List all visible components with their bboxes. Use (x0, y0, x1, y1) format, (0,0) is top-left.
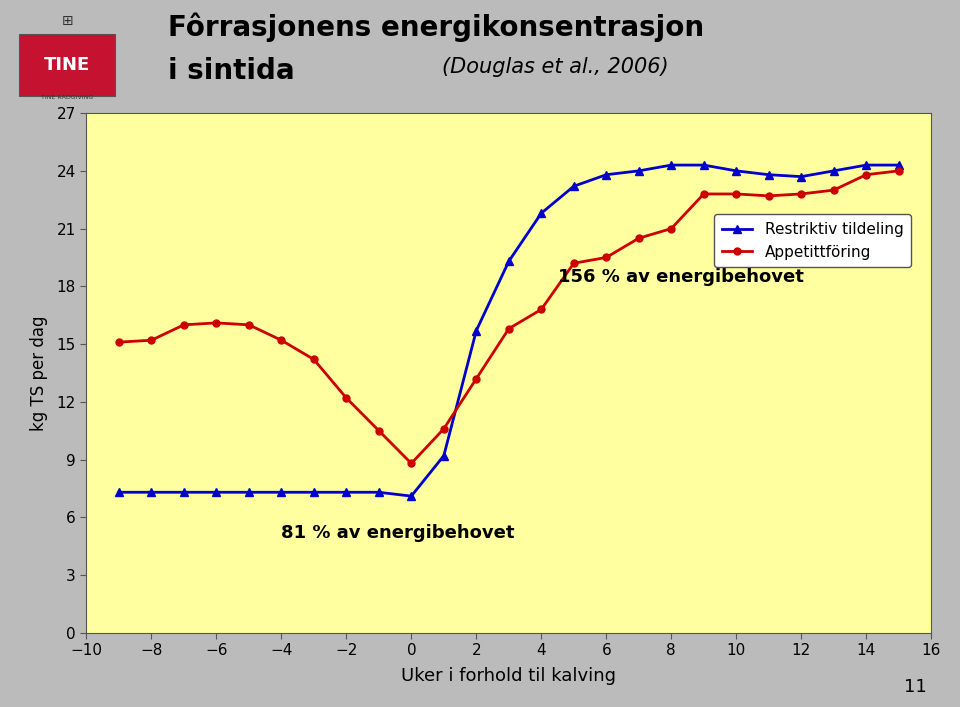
Restriktiv tildeling (568, 182, 580, 190)
Text: 156 % av energibehovet: 156 % av energibehovet (558, 268, 804, 286)
Restriktiv tildeling (470, 327, 482, 335)
Appetittföring (341, 394, 352, 402)
Appetittföring (536, 305, 547, 314)
Restriktiv tildeling (503, 257, 515, 266)
Restriktiv tildeling (373, 488, 385, 496)
Appetittföring (860, 170, 872, 179)
Appetittföring (893, 167, 904, 175)
Appetittföring (405, 459, 417, 467)
Appetittföring (796, 189, 807, 198)
Text: TINE RÅDGIVING: TINE RÅDGIVING (41, 95, 93, 100)
Appetittföring (373, 426, 385, 435)
Restriktiv tildeling (243, 488, 254, 496)
Appetittföring (210, 319, 222, 327)
Restriktiv tildeling (601, 170, 612, 179)
Restriktiv tildeling (828, 167, 839, 175)
Text: (Douglas et al., 2006): (Douglas et al., 2006) (442, 57, 668, 76)
Restriktiv tildeling (860, 161, 872, 170)
Restriktiv tildeling (763, 170, 775, 179)
Text: 81 % av energibehovet: 81 % av energibehovet (281, 524, 515, 542)
Line: Appetittföring: Appetittföring (115, 168, 902, 467)
Restriktiv tildeling (536, 209, 547, 218)
Appetittföring (308, 355, 320, 363)
Restriktiv tildeling (698, 161, 709, 170)
Appetittföring (113, 338, 125, 346)
Restriktiv tildeling (341, 488, 352, 496)
Appetittföring (665, 224, 677, 233)
Text: Fôrrasjonens energikonsentrasjon: Fôrrasjonens energikonsentrasjon (168, 13, 704, 42)
Restriktiv tildeling (796, 173, 807, 181)
Line: Restriktiv tildeling: Restriktiv tildeling (115, 161, 902, 501)
Restriktiv tildeling (146, 488, 157, 496)
Appetittföring (276, 336, 287, 344)
Appetittföring (503, 325, 515, 333)
Y-axis label: kg TS per dag: kg TS per dag (31, 315, 48, 431)
Appetittföring (633, 234, 644, 243)
Appetittföring (828, 186, 839, 194)
Legend: Restriktiv tildeling, Appetittföring: Restriktiv tildeling, Appetittföring (714, 214, 911, 267)
Restriktiv tildeling (633, 167, 644, 175)
Appetittföring (179, 320, 190, 329)
Restriktiv tildeling (405, 492, 417, 501)
Restriktiv tildeling (731, 167, 742, 175)
Restriktiv tildeling (893, 161, 904, 170)
Appetittföring (698, 189, 709, 198)
Appetittföring (601, 253, 612, 262)
FancyBboxPatch shape (19, 35, 115, 96)
Restriktiv tildeling (438, 452, 449, 460)
Text: 11: 11 (903, 679, 926, 696)
Restriktiv tildeling (113, 488, 125, 496)
Appetittföring (568, 259, 580, 267)
Appetittföring (731, 189, 742, 198)
Restriktiv tildeling (308, 488, 320, 496)
Restriktiv tildeling (179, 488, 190, 496)
Appetittföring (146, 336, 157, 344)
Appetittföring (438, 424, 449, 433)
Appetittföring (243, 320, 254, 329)
Appetittföring (763, 192, 775, 200)
Restriktiv tildeling (276, 488, 287, 496)
X-axis label: Uker i forhold til kalving: Uker i forhold til kalving (401, 667, 616, 684)
Text: ⊞: ⊞ (61, 14, 73, 28)
Text: i sintida: i sintida (168, 57, 295, 85)
Restriktiv tildeling (665, 161, 677, 170)
Text: TINE: TINE (44, 57, 90, 74)
Restriktiv tildeling (210, 488, 222, 496)
Appetittföring (470, 375, 482, 383)
